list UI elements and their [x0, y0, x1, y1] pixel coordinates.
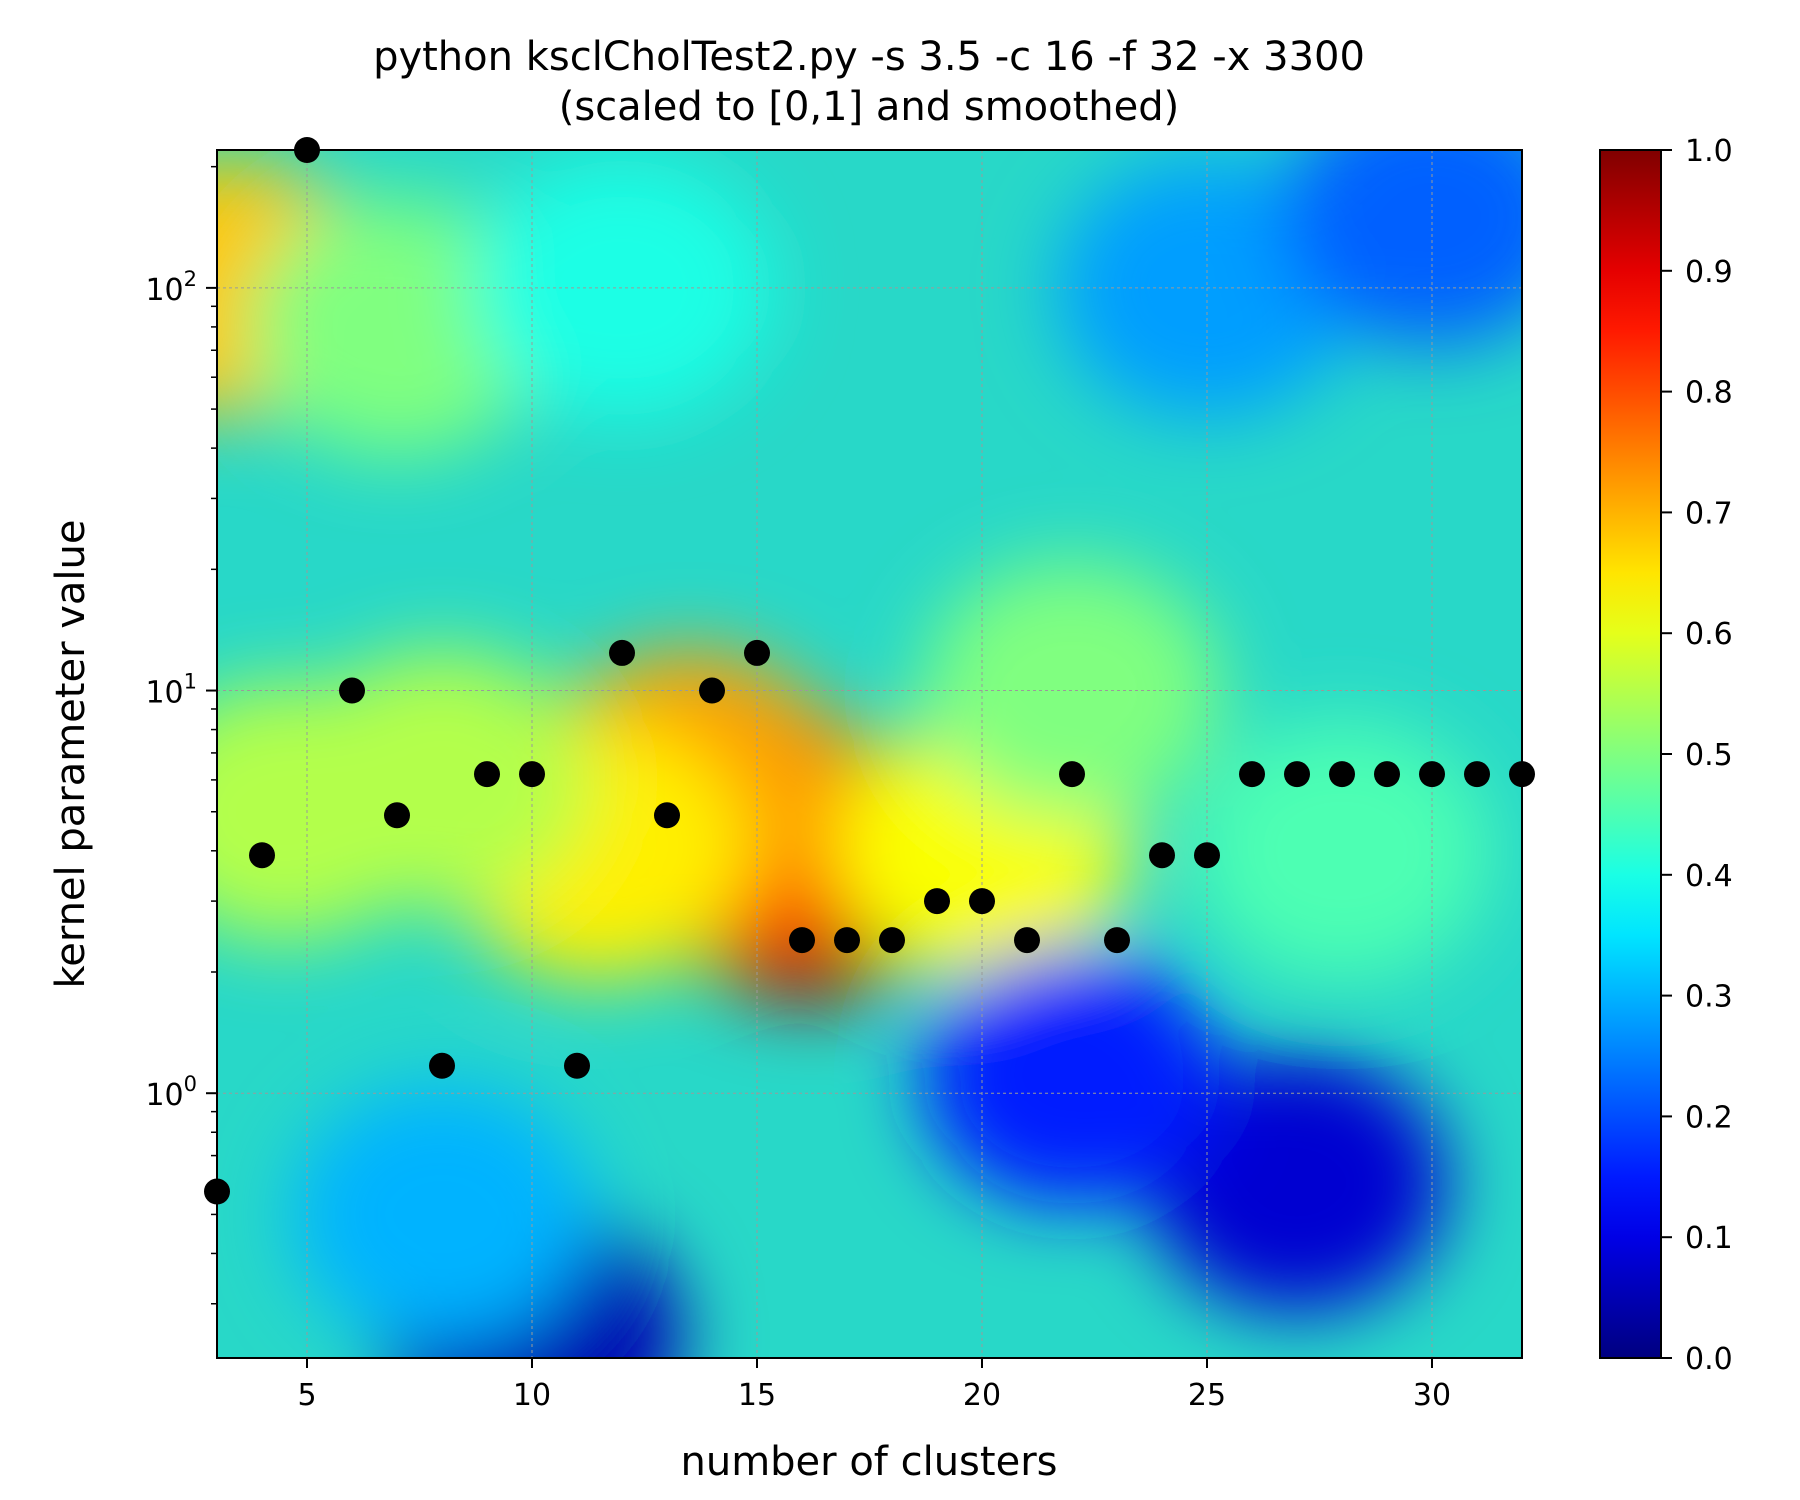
- data-point: [699, 677, 725, 704]
- data-point: [834, 927, 860, 954]
- x-tick-label: 10: [513, 1378, 551, 1413]
- colorbar-tick-label: 0.7: [1685, 496, 1733, 531]
- colorbar-tick-label: 0.6: [1685, 617, 1733, 652]
- colorbar-tick-label: 0.5: [1685, 738, 1733, 773]
- data-point: [1374, 761, 1400, 788]
- colorbar-tick-label: 0.1: [1685, 1221, 1733, 1256]
- data-point: [384, 802, 410, 829]
- colorbar-tick-label: 0.0: [1685, 1342, 1733, 1377]
- x-tick-label: 5: [297, 1378, 316, 1413]
- x-tick-label: 15: [738, 1378, 776, 1413]
- data-point: [429, 1052, 455, 1079]
- data-points: [204, 137, 1535, 1205]
- data-point: [1014, 927, 1040, 954]
- x-tick-label: 20: [963, 1378, 1001, 1413]
- plot-frame: [216, 149, 1523, 1359]
- chart-title: python ksclCholTest2.py -s 3.5 -c 16 -f …: [373, 34, 1365, 80]
- data-point: [1284, 761, 1310, 788]
- heatmap-region: [1192, 720, 1492, 981]
- data-point: [654, 802, 680, 829]
- data-point: [564, 1052, 590, 1079]
- data-point: [924, 888, 950, 915]
- heatmap-area: [217, 150, 1522, 1358]
- colorbar-tick-label: 0.2: [1685, 1100, 1733, 1135]
- y-axis-label: kernel parameter value: [48, 519, 94, 988]
- data-point: [1329, 761, 1355, 788]
- y-tick-label: 100: [145, 1072, 197, 1113]
- data-point: [789, 927, 815, 954]
- heatmap-region: [922, 946, 1222, 1207]
- data-point: [969, 888, 995, 915]
- data-point: [519, 761, 545, 788]
- colorbar-tick-label: 1.0: [1685, 134, 1733, 169]
- y-tick-label: 101: [145, 670, 197, 711]
- x-tick-label: 25: [1188, 1378, 1226, 1413]
- data-point: [1419, 761, 1445, 788]
- colorbar-tick-label: 0.9: [1685, 255, 1733, 290]
- x-tick-label: 30: [1413, 1378, 1451, 1413]
- y-tick-label: 102: [145, 267, 197, 308]
- colorbar-tick-label: 0.4: [1685, 859, 1733, 894]
- colorbar-gradient: [1600, 150, 1661, 1358]
- data-point: [1104, 927, 1130, 954]
- data-point: [1059, 761, 1085, 788]
- data-point: [249, 842, 275, 869]
- heatmap-region: [247, 196, 547, 457]
- colorbar-tick-label: 0.8: [1685, 376, 1733, 411]
- heatmap-region: [292, 1084, 592, 1345]
- heatmap-region: [1147, 1052, 1447, 1313]
- chart-subtitle: (scaled to [0,1] and smoothed): [559, 84, 1180, 130]
- heatmap-region: [217, 681, 435, 942]
- x-axis: 5 10 15 20 25 30: [297, 1358, 1451, 1413]
- data-point: [474, 761, 500, 788]
- data-point: [1149, 842, 1175, 869]
- data-point: [339, 677, 365, 704]
- data-point: [1239, 761, 1265, 788]
- data-point: [1194, 842, 1220, 869]
- data-point: [609, 639, 635, 666]
- heatmap-region: [1282, 150, 1522, 347]
- x-axis-label: number of clusters: [681, 1439, 1058, 1485]
- colorbar-tick-label: 0.3: [1685, 980, 1733, 1015]
- colorbar: 0.0 0.1 0.2 0.3 0.4 0.5 0.6 0.7 0.8 0.9 1.0: [1599, 134, 1733, 1377]
- data-point: [744, 639, 770, 666]
- data-point: [879, 927, 905, 954]
- y-axis: 100 101 102: [145, 165, 217, 1305]
- data-point: [1464, 761, 1490, 788]
